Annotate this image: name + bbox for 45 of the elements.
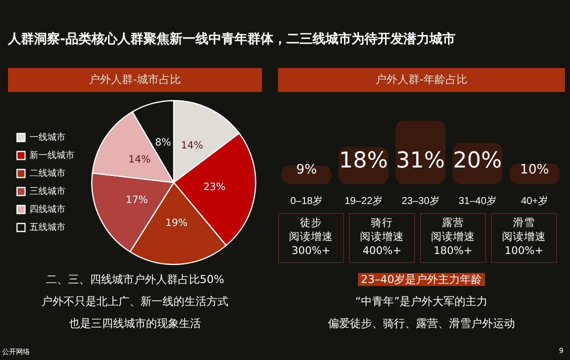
text: 阅读增速 [359,230,405,244]
text: 阅读增速 [288,230,334,244]
x-tick-label: 23–30岁 [402,194,440,207]
legend-label: 二线城市 [30,168,66,178]
data-label: 14% [128,154,151,166]
text: 100%+ [504,244,544,258]
chart-subtitle: 户外人群-城市占比 [8,68,262,92]
data-label: 31% [396,148,445,174]
data-label: 17% [126,194,148,206]
data-label: 9% [296,162,317,178]
text: 徒步 [299,216,323,230]
text: 露营 [441,216,465,230]
data-label: 14% [180,140,204,152]
chart-title: 人群洞察-品类核心人群聚焦新一线中青年群体，二三线城市为待开发潜力城市 [8,30,456,48]
text: 也是三四线城市的现象生活 [68,316,202,331]
x-tick-label: 40+岁 [521,194,548,207]
data-label: 8% [155,138,171,149]
text: 180%+ [432,244,474,258]
legend-label: 新一线城市 [30,150,74,160]
x-tick-label: 19–22岁 [344,194,382,207]
chart-subtitle: 户外人群-年龄占比 [278,68,565,92]
bar [282,166,332,184]
text: “中青年”是户外大军的主力 [355,295,488,308]
bar [396,120,446,184]
text: 骑行 [370,216,394,230]
text: 300%+ [290,244,332,258]
data-label: 18% [339,148,388,174]
legend-label: 五线城市 [30,222,66,232]
text: 户外不只是北上广、新一线的生活方式 [40,294,230,309]
data-label: 20% [453,148,502,174]
text: 阅读增速 [430,230,476,244]
text: 阅读增速 [501,230,547,244]
text: 400%+ [362,244,402,258]
x-tick-label: 0–18岁 [290,194,323,207]
legend-label: 一线城市 [30,132,66,142]
text: 23–40岁是户外主力年龄 [358,273,486,286]
data-label: 19% [165,218,188,229]
legend-label: 四线城市 [30,204,66,214]
data-label: 23% [203,182,226,193]
text: 偏爱徒步、骑行、露营、滑雪户外运动 [328,317,515,330]
legend-label: 三线城市 [30,186,66,196]
data-label: 10% [520,162,549,178]
text: 滑雪 [512,216,536,230]
x-tick-label: 31–40岁 [458,194,496,207]
text: 二、三、四线城市户外人群占比50% [44,272,226,287]
